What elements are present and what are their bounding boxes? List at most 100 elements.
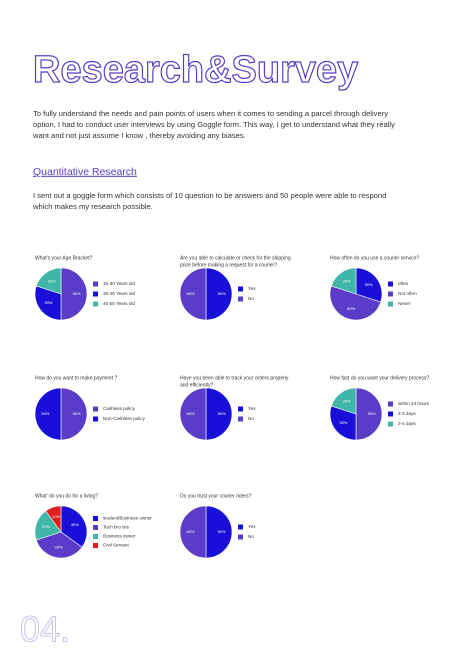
slice-label: 20% <box>343 398 351 403</box>
legend-label: No <box>248 534 254 539</box>
legend-swatch <box>388 301 393 307</box>
pie-slice <box>205 387 233 441</box>
chart-title: price before making a request for a cour… <box>180 262 277 268</box>
slice-label: 50% <box>218 529 226 534</box>
slice-label: 50% <box>368 411 376 416</box>
legend-swatch <box>388 411 393 417</box>
legend-swatch <box>238 406 243 412</box>
slice-label: 30% <box>44 300 52 305</box>
pie-slice <box>355 267 383 303</box>
legend-label: Yes <box>248 524 256 529</box>
slice-label: 35% <box>55 544 63 549</box>
pie-slice <box>205 505 233 559</box>
pie-slice <box>179 267 207 321</box>
slice-label: 30% <box>339 420 347 425</box>
pie-slice <box>329 285 382 321</box>
slice-label: 35% <box>71 522 79 527</box>
pie-slice <box>330 387 357 415</box>
legend-label: 3-4 days <box>398 421 416 426</box>
intro-text: option, I had to conduct user interviews… <box>33 120 395 129</box>
slice-label: 50% <box>41 411 49 416</box>
chart-title: What' do you do for a living? <box>35 493 98 499</box>
pie-slice <box>35 267 62 295</box>
legend-label: 15-30 Years old <box>103 281 135 286</box>
pie-slice <box>34 285 62 321</box>
legend-label: 2-3 days <box>398 411 416 416</box>
legend-label: 30-45 Years old <box>103 291 135 296</box>
page-title: Research&Survey <box>33 49 358 91</box>
legend-swatch <box>93 516 98 521</box>
slice-label: 20% <box>42 524 50 529</box>
chart-title: What's your Age Bracket? <box>35 255 93 261</box>
chart-title: Do you trust your courier riders? <box>180 493 252 499</box>
section-text: which makes my research possible. <box>32 202 153 211</box>
chart-title: and efficiently? <box>180 382 213 388</box>
legend-swatch <box>93 525 98 530</box>
legend-swatch <box>388 281 393 287</box>
legend-swatch <box>388 401 393 407</box>
slice-label: 10% <box>52 514 60 519</box>
legend-swatch <box>238 524 243 530</box>
legend-label: 45-55 Years old <box>103 301 135 306</box>
pie-slice <box>355 387 383 441</box>
legend-swatch <box>93 291 98 297</box>
legend-label: Civil Servant <box>103 543 130 548</box>
legend-label: Never <box>398 301 411 306</box>
chart-title: How often do you use a courier service? <box>330 255 419 261</box>
legend-label: Non-Cashless policy <box>103 416 146 421</box>
pie-slice <box>205 267 233 321</box>
legend-label: No <box>248 416 254 421</box>
legend-swatch <box>238 534 243 540</box>
legend-swatch <box>93 534 98 539</box>
legend-swatch <box>93 416 98 422</box>
legend-label: within 24 hours <box>398 401 430 406</box>
pie-slice <box>179 387 207 441</box>
legend-label: student/Business owner <box>103 516 152 521</box>
intro-text: To fully understand the needs and pain p… <box>33 109 388 118</box>
slice-label: 50% <box>73 411 81 416</box>
pie-slice <box>329 405 357 441</box>
legend-swatch <box>238 416 243 422</box>
page-number: 04. <box>20 609 70 650</box>
slice-label: 50% <box>347 306 355 311</box>
legend-label: Tech bro /sis <box>103 525 129 530</box>
pie-slice <box>179 505 207 559</box>
section-heading: Quantitative Research <box>33 166 137 178</box>
pie-slice <box>330 267 357 295</box>
slice-label: 50% <box>73 291 81 296</box>
legend-label: Cashless policy <box>103 406 136 411</box>
slice-label: 50% <box>218 411 226 416</box>
legend-label: Not often <box>398 291 417 296</box>
section-text: I sent out a goggle form which consists … <box>33 191 386 200</box>
pie-slice <box>34 387 62 441</box>
legend-label: No <box>248 296 254 301</box>
legend-swatch <box>238 286 243 292</box>
legend-swatch <box>93 301 98 307</box>
chart-title: Are you able to calculate or check for t… <box>180 255 291 261</box>
legend-swatch <box>93 543 98 548</box>
slice-label: 50% <box>186 529 194 534</box>
pie-slice <box>60 505 88 548</box>
legend-label: Yes <box>248 406 256 411</box>
chart-title: How do you want to make payment ? <box>35 375 117 381</box>
legend-swatch <box>388 291 393 297</box>
legend-swatch <box>238 296 243 302</box>
slice-label: 20% <box>343 278 351 283</box>
legend-swatch <box>93 281 98 287</box>
slice-label: 20% <box>48 278 56 283</box>
legend-label: Yes <box>248 286 256 291</box>
intro-text: want and not just assume I know , thereb… <box>32 131 246 140</box>
chart-title: How fast do you want your delivery proce… <box>330 375 429 381</box>
legend-label: often <box>398 281 409 286</box>
slice-label: 50% <box>186 411 194 416</box>
pie-slice <box>60 267 88 321</box>
pie-slice <box>45 505 62 533</box>
legend-swatch <box>93 406 98 412</box>
slice-label: 30% <box>365 282 373 287</box>
legend-label: Business owner <box>103 534 136 539</box>
chart-title: Have you been able to track your orders … <box>180 375 289 381</box>
slice-label: 50% <box>186 291 194 296</box>
slice-label: 50% <box>218 291 226 296</box>
